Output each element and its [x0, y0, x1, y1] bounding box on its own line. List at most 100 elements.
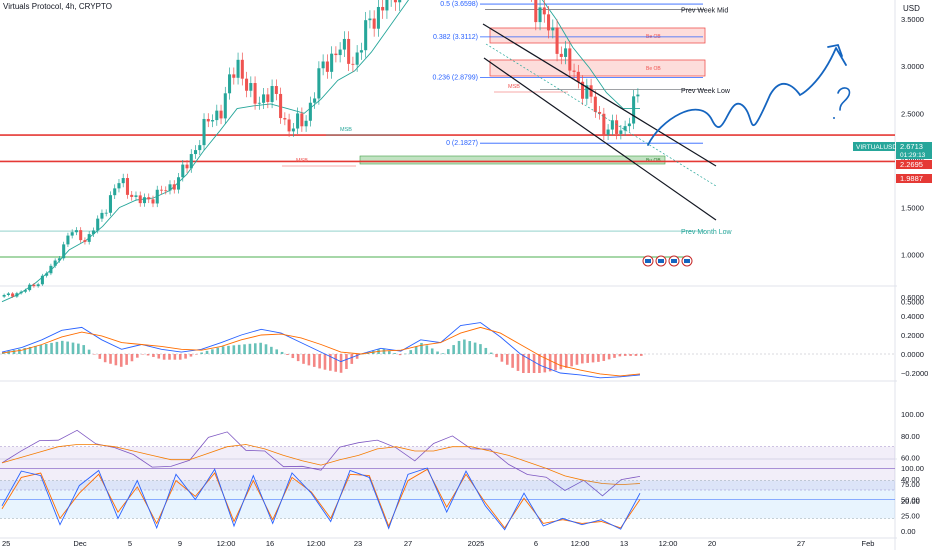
macd-histogram-bar	[581, 354, 584, 364]
candle-body	[376, 6, 380, 29]
macd-histogram-bar	[334, 354, 338, 372]
rsi-tick-label: 80.00	[901, 432, 920, 441]
candle-body	[342, 38, 346, 50]
price-tick-label: 3.5000	[901, 15, 924, 24]
channel-mid	[485, 43, 717, 187]
price-tick-label: 3.0000	[901, 62, 924, 71]
event-flag-icon	[645, 259, 651, 263]
zone-label: Be OB	[646, 66, 661, 72]
macd-histogram-bar	[44, 343, 48, 354]
candle-body	[619, 130, 623, 134]
channel-bottom	[483, 57, 717, 221]
macd-histogram-bar	[12, 350, 16, 354]
candle-body	[113, 188, 117, 196]
macd-histogram-bar	[446, 349, 450, 354]
macd-signal-line	[1, 326, 641, 377]
candle-body	[372, 18, 376, 29]
macd-histogram-bar	[575, 354, 579, 365]
macd-histogram-bar	[109, 354, 112, 364]
candle-body	[245, 78, 249, 91]
macd-histogram-bar	[457, 340, 461, 354]
macd-histogram-bar	[339, 354, 343, 373]
time-tick-label: 25	[2, 539, 10, 548]
macd-histogram-bar	[452, 345, 455, 354]
horizontal-levels: Prev Week HighPrev Month HighPrev Week M…	[0, 1, 895, 258]
candle-body	[62, 244, 66, 259]
rsi-tick-label: 40.00	[901, 475, 920, 484]
macd-histogram-bar	[613, 354, 616, 358]
macd-tick-label: 0.6000	[901, 293, 924, 302]
macd-histogram-bar	[548, 354, 552, 372]
macd-histogram-bar	[205, 350, 209, 354]
level-label: Prev Week Low	[681, 88, 731, 95]
macd-histogram-bar	[640, 354, 643, 356]
candle-body	[219, 110, 223, 119]
macd-histogram-bar	[280, 351, 284, 354]
macd-histogram-bar	[50, 342, 53, 354]
candle-body	[164, 190, 168, 192]
macd-histogram-bar	[60, 340, 64, 354]
macd-histogram-bar	[227, 345, 230, 354]
candle-body	[108, 195, 112, 213]
candle-body	[104, 212, 108, 214]
candle-body	[240, 59, 244, 79]
candle-body	[559, 53, 563, 57]
candle-body	[189, 154, 193, 169]
macd-histogram-bar	[607, 354, 611, 360]
ema-line	[1, 0, 640, 303]
macd-histogram-bar	[629, 354, 632, 356]
candle-body	[355, 52, 359, 65]
macd-histogram-bar	[259, 342, 262, 354]
time-tick-label: 13	[620, 539, 628, 548]
stoch-tick-label: 25.00	[901, 511, 920, 520]
macd-histogram-bar	[350, 354, 354, 364]
macd-histogram-bar	[559, 354, 563, 370]
macd-histogram-bar	[130, 354, 134, 362]
macd-histogram-bar	[393, 353, 396, 354]
macd-histogram-bar	[168, 354, 171, 360]
macd-histogram-bar	[522, 354, 525, 373]
macd-histogram-bar	[441, 353, 445, 354]
candle-body	[176, 177, 181, 190]
candle-body	[364, 20, 368, 51]
msb-label: MSB	[296, 158, 308, 164]
time-tick-label: 12:00	[217, 539, 236, 548]
macd-histogram-bar	[564, 354, 568, 368]
price-tick-label: 0.5000	[901, 298, 924, 307]
last-price-badge	[896, 142, 932, 159]
candle-body	[313, 98, 317, 103]
candle-body	[576, 71, 580, 82]
time-tick-label: Dec	[73, 539, 87, 548]
candle-body	[40, 275, 44, 285]
macd-histogram-bar	[152, 354, 155, 358]
candle-body	[70, 232, 74, 236]
candles	[2, 0, 640, 298]
time-tick-label: 20	[708, 539, 716, 548]
candle-body	[66, 235, 70, 245]
macd-histogram-bar	[420, 342, 423, 354]
macd-histogram-bar	[479, 344, 482, 354]
time-tick-label: 12:00	[307, 539, 326, 548]
candle-body	[211, 120, 215, 122]
macd-histogram-bar	[505, 354, 509, 365]
rsi-tick-label: 20.00	[901, 497, 920, 506]
macd-histogram-bar	[28, 346, 32, 354]
macd-histogram-bar	[543, 354, 547, 373]
macd-histogram-bar	[39, 344, 43, 354]
candle-body	[236, 59, 240, 78]
stoch-tick-label: 75.00	[901, 480, 920, 489]
candle-body	[125, 178, 129, 195]
macd-histogram-bar	[23, 348, 27, 354]
candle-body	[117, 183, 121, 189]
candle-body	[249, 83, 253, 91]
channel-top	[482, 23, 717, 167]
candle-body	[45, 273, 49, 276]
macd-histogram-bar	[232, 345, 236, 354]
macd-histogram-bar	[468, 341, 472, 354]
price-tick-label: 1.0000	[901, 251, 924, 260]
time-tick-label: 6	[534, 539, 538, 548]
macd-histogram-bar	[409, 350, 413, 354]
stoch-tick-label: 100.00	[901, 464, 924, 473]
candle-body	[142, 197, 147, 204]
